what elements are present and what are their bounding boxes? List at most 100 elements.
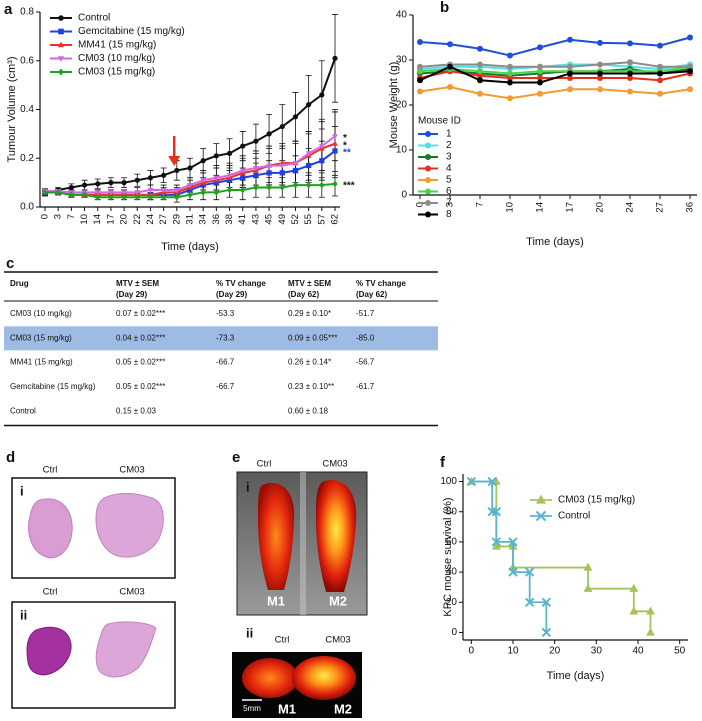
- marker: [108, 193, 114, 201]
- imaging-panel: e Ctrl CM03 i M1 M2 ii Ctrl CM03 5mm M1 …: [232, 449, 368, 718]
- y-axis-label: Mouse Weight (g): [388, 62, 400, 149]
- marker: [657, 63, 663, 70]
- x-tick-label: 49: [277, 214, 288, 225]
- results-table: c Drug MTV ± SEM (Day 29) % TV change (Day 2…: [4, 255, 438, 427]
- table-cell: -56.7: [356, 358, 375, 367]
- table-cell: 0.05 ± 0.02***: [116, 358, 165, 367]
- marker: [507, 70, 513, 77]
- column-label: CM03: [325, 635, 350, 646]
- marker: [68, 191, 74, 199]
- x-tick-label: 7: [475, 202, 486, 207]
- marker: [147, 175, 154, 181]
- marker: [477, 68, 483, 75]
- marker: [306, 162, 312, 169]
- marker: [417, 88, 423, 95]
- marker: [319, 158, 325, 164]
- x-tick-label: 41: [237, 214, 248, 225]
- significance: **: [343, 148, 351, 159]
- table-cell: Control: [10, 406, 36, 415]
- marker: [332, 55, 338, 61]
- x-tick-label: 17: [565, 202, 576, 213]
- panel-label: e: [232, 449, 240, 466]
- marker: [332, 140, 338, 146]
- x-tick-label: 45: [264, 214, 275, 225]
- marker: [213, 188, 219, 196]
- marker: [134, 190, 141, 196]
- marker: [491, 537, 502, 547]
- marker: [567, 75, 573, 81]
- table-cell: -66.7: [216, 358, 235, 367]
- table-cell: 0.15 ± 0.03: [116, 406, 157, 415]
- marker: [121, 193, 127, 201]
- x-tick-label: 20: [549, 646, 561, 657]
- table-cell: -73.3: [216, 333, 235, 342]
- y-tick-label: 0.8: [20, 7, 34, 18]
- survival-step: [529, 601, 548, 633]
- marker: [627, 59, 633, 66]
- marker: [174, 193, 180, 201]
- column-header: (Day 62): [356, 290, 387, 299]
- mouse-label: M2: [334, 701, 352, 716]
- marker: [95, 193, 101, 201]
- table-cell: 0.09 ± 0.05***: [288, 333, 337, 342]
- marker: [629, 583, 639, 592]
- series-line: [419, 85, 691, 100]
- marker: [161, 193, 167, 201]
- table-cell: -85.0: [356, 333, 375, 342]
- marker: [507, 63, 513, 70]
- x-axis-label: Time (days): [526, 236, 584, 248]
- column-header: MTV ± SEM: [116, 279, 159, 288]
- marker: [266, 131, 272, 137]
- x-tick-label: 31: [185, 214, 196, 225]
- series-line: [419, 63, 691, 71]
- mouse-signal: [316, 479, 357, 592]
- y-tick-label: 30: [396, 55, 408, 66]
- y-tick-label: 40: [446, 567, 458, 578]
- marker: [266, 184, 272, 191]
- x-tick-label: 55: [303, 214, 314, 225]
- legend-label: CM03 (10 mg/kg): [78, 53, 155, 64]
- table-cell: 0.23 ± 0.10**: [288, 382, 334, 391]
- marker: [541, 597, 552, 607]
- x-tick-label: 50: [674, 646, 686, 657]
- marker: [57, 56, 65, 62]
- marker: [134, 177, 140, 183]
- marker: [279, 163, 286, 169]
- marker: [200, 178, 207, 184]
- marker: [597, 75, 603, 81]
- marker: [567, 86, 573, 93]
- y-tick-label: 40: [396, 10, 408, 21]
- marker: [253, 165, 259, 172]
- panel-label: b: [440, 0, 449, 16]
- legend-label: Gemcitabine (15 mg/kg): [78, 26, 185, 37]
- table-cell: 0.05 ± 0.02***: [116, 382, 165, 391]
- legend-label: 4: [446, 163, 452, 174]
- marker: [447, 63, 453, 70]
- table-cell: 0.04 ± 0.02***: [116, 333, 165, 342]
- marker: [477, 72, 483, 79]
- marker: [58, 68, 64, 76]
- marker: [425, 165, 431, 172]
- scale-label: 5mm: [243, 704, 261, 713]
- marker: [687, 34, 693, 41]
- marker: [567, 36, 573, 43]
- marker: [646, 627, 655, 636]
- table-cell: -66.7: [216, 382, 235, 391]
- marker: [319, 181, 325, 189]
- y-tick-label: 0: [401, 190, 407, 201]
- marker: [491, 541, 501, 550]
- marker: [200, 182, 206, 188]
- column-header: % TV change: [356, 279, 406, 288]
- significance: ***: [343, 180, 355, 191]
- marker: [537, 63, 543, 70]
- y-tick-label: 0.2: [20, 153, 34, 164]
- marker: [687, 86, 693, 93]
- marker: [253, 184, 259, 191]
- marker: [187, 165, 193, 171]
- x-tick-label: 30: [591, 646, 603, 657]
- x-tick-label: 0: [469, 646, 475, 657]
- x-tick-label: 27: [158, 214, 169, 225]
- table-cell: 0.26 ± 0.14*: [288, 358, 331, 367]
- marker: [657, 90, 663, 97]
- column-header: MTV ± SEM: [288, 279, 331, 288]
